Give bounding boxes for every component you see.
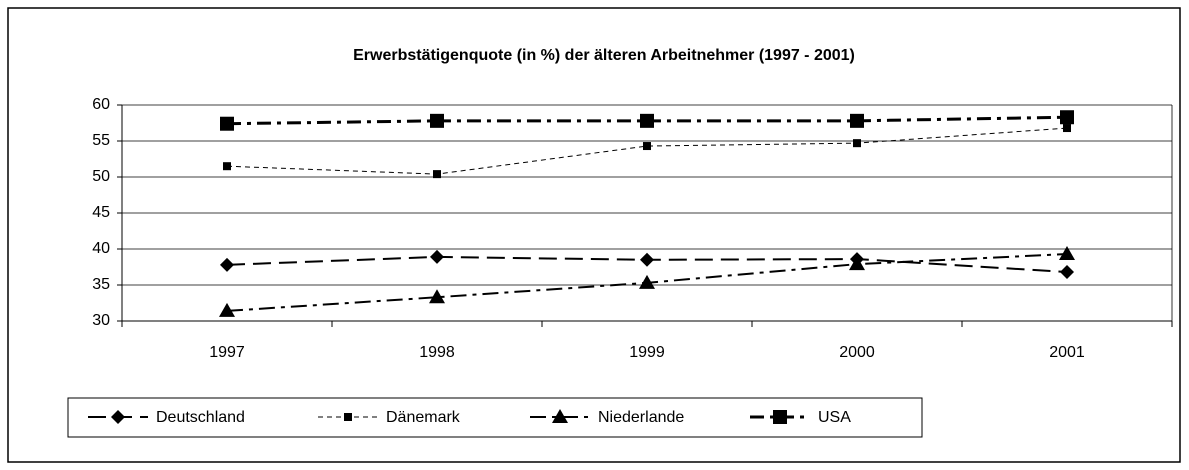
marker [552,409,568,423]
chart-title: Erwerbstätigenquote (in %) der älteren A… [353,47,855,64]
marker [433,170,441,179]
series-line [226,127,1068,175]
marker [430,249,444,264]
marker [850,113,864,128]
marker [430,113,444,128]
marker [219,302,235,317]
marker [223,162,231,171]
x-tick-label: 2000 [839,344,875,361]
marker [853,139,861,148]
y-tick-label: 55 [92,132,110,149]
x-tick-label: 1999 [629,344,665,361]
y-tick-label: 50 [92,168,110,185]
marker [220,257,234,272]
y-tick-label: 60 [92,96,110,113]
marker [773,410,787,424]
marker [111,410,125,424]
marker [429,289,445,304]
legend-label: Deutschland [156,409,245,426]
marker [849,256,865,271]
x-tick-label: 1998 [419,344,455,361]
marker [1063,124,1071,133]
y-tick-label: 35 [92,276,110,293]
marker [220,116,234,131]
marker [639,274,655,289]
chart-frame [7,7,1181,463]
marker [640,113,654,128]
marker [640,252,654,267]
x-tick-label: 1997 [209,344,245,361]
legend-label: Niederlande [598,409,684,426]
y-tick-label: 45 [92,204,110,221]
marker [1059,246,1075,261]
marker [344,413,352,421]
y-tick-label: 30 [92,312,110,329]
marker [643,142,651,151]
marker [1060,110,1074,125]
marker [1060,265,1074,280]
x-tick-label: 2001 [1049,344,1085,361]
y-tick-label: 40 [92,240,110,257]
legend-label: USA [818,409,851,426]
legend-label: Dänemark [386,409,461,426]
